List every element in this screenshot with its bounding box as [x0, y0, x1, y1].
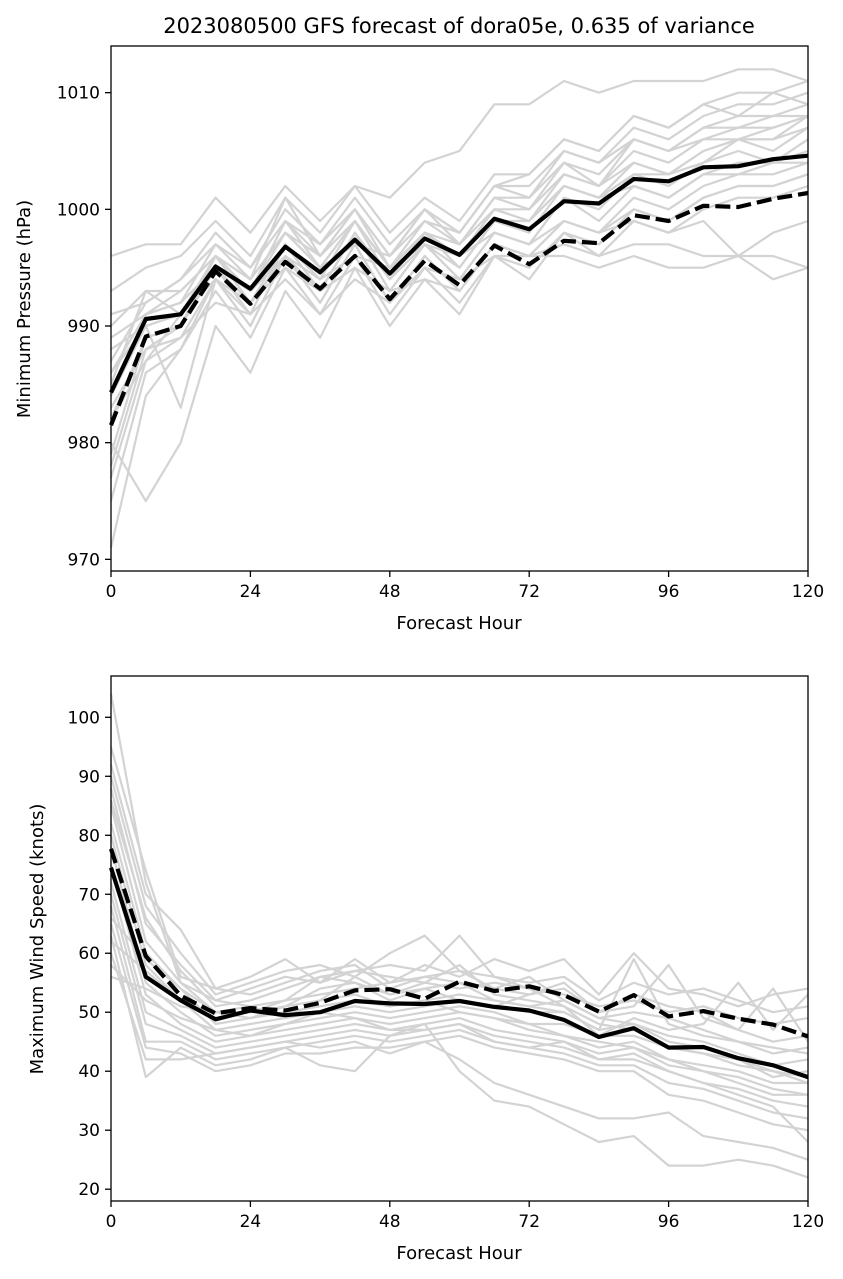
pressure-x-tick-label: 96 — [658, 582, 680, 602]
wind-x-tick-label: 24 — [240, 1212, 262, 1232]
pressure-ensemble-member-line-7 — [109, 173, 809, 548]
pressure-ensemble-member-line-11 — [110, 68, 809, 258]
pressure-ensemble-member-line-15 — [110, 243, 809, 351]
wind-y-tick-label: 20 — [78, 1180, 100, 1200]
wind-ensemble-member-line-18 — [109, 799, 809, 1079]
pressure-x-tick-label: 0 — [106, 582, 117, 602]
wind-x-tick-label: 0 — [106, 1212, 117, 1232]
wind-y-tick-label: 70 — [78, 885, 100, 905]
wind-x-ticks: 0 24 48 72 96 120 — [106, 1201, 824, 1232]
pressure-y-tick-label: 1010 — [57, 84, 100, 104]
wind-ensemble-member-line-14 — [109, 952, 809, 1161]
pressure-ensemble-member-line-3 — [110, 126, 809, 327]
pressure-ensemble-member-line-10 — [110, 115, 809, 409]
pressure-ensemble-lines — [109, 68, 809, 548]
wind-y-tick-label: 80 — [78, 826, 100, 846]
pressure-dashed-line — [109, 190, 809, 426]
wind-y-axis-label: Maximum Wind Speed (knots) — [27, 804, 48, 1075]
pressure-panel: 2023080500 GFS forecast of dora05e, 0.63… — [14, 14, 824, 634]
pressure-y-tick-label: 1000 — [57, 200, 100, 220]
wind-x-tick-label: 120 — [792, 1212, 824, 1232]
pressure-x-tick-label: 72 — [518, 582, 540, 602]
wind-ensemble-member-line-8 — [109, 864, 808, 1085]
wind-panel: 0 24 48 72 96 120 20 30 40 50 60 70 80 90 100 Forecas… — [27, 675, 824, 1264]
pressure-ensemble-member-line-17 — [110, 114, 808, 316]
wind-y-tick-label: 40 — [78, 1062, 100, 1082]
wind-y-ticks: 20 30 40 50 60 70 80 90 100 — [68, 708, 111, 1200]
wind-main-lines — [108, 848, 809, 1080]
pressure-ensemble-member-line-20 — [110, 114, 809, 374]
pressure-y-axis-label: Minimum Pressure (hPa) — [14, 200, 35, 418]
wind-ensemble-member-line-3 — [109, 787, 809, 1026]
wind-solid-line — [108, 867, 809, 1080]
wind-y-tick-label: 100 — [68, 708, 100, 728]
wind-ensemble-lines — [109, 693, 809, 1179]
pressure-x-tick-label: 24 — [240, 582, 262, 602]
pressure-x-axis-label: Forecast Hour — [396, 613, 522, 634]
wind-ensemble-member-line-17 — [109, 776, 809, 1085]
chart-title: 2023080500 GFS forecast of dora05e, 0.63… — [163, 14, 755, 38]
pressure-y-tick-label: 990 — [68, 317, 100, 337]
wind-dashed-line — [109, 848, 809, 1039]
wind-ensemble-member-line-16 — [110, 975, 809, 1096]
wind-plot-frame — [110, 675, 809, 1202]
pressure-main-lines — [109, 153, 809, 426]
wind-x-tick-label: 96 — [658, 1212, 680, 1232]
pressure-y-tick-label: 970 — [68, 550, 100, 570]
pressure-ensemble-member-line-21 — [110, 173, 809, 420]
wind-y-tick-label: 50 — [78, 1003, 100, 1023]
wind-ensemble-member-line-9 — [109, 882, 808, 1096]
wind-ensemble-member-line-2 — [109, 764, 809, 1014]
pressure-y-tick-label: 980 — [68, 434, 100, 454]
pressure-y-ticks: 970 980 990 1000 1010 — [57, 84, 111, 570]
pressure-plot-frame — [110, 45, 809, 572]
wind-y-tick-label: 60 — [78, 944, 100, 964]
wind-ensemble-member-line-11 — [109, 905, 809, 1120]
wind-x-axis-label: Forecast Hour — [396, 1243, 522, 1264]
pressure-ensemble-member-line-5 — [110, 91, 809, 362]
wind-x-tick-label: 48 — [379, 1212, 401, 1232]
pressure-ensemble-member-line-4 — [109, 161, 809, 502]
wind-ensemble-member-line-13 — [109, 935, 809, 1179]
pressure-x-tick-label: 120 — [792, 582, 824, 602]
wind-ensemble-member-line-15 — [110, 964, 809, 1143]
pressure-ensemble-member-line-9 — [110, 184, 809, 503]
wind-ensemble-member-line-12 — [109, 923, 809, 1132]
pressure-ensemble-member-line-12 — [109, 91, 809, 385]
pressure-solid-line — [109, 153, 809, 394]
wind-y-tick-label: 30 — [78, 1121, 100, 1141]
wind-ensemble-member-line-1 — [109, 693, 809, 1008]
pressure-x-ticks: 0 24 48 72 96 120 — [106, 571, 824, 602]
pressure-x-tick-label: 48 — [379, 582, 401, 602]
wind-ensemble-member-line-21 — [109, 746, 809, 1037]
wind-y-tick-label: 90 — [78, 767, 100, 787]
wind-x-tick-label: 72 — [518, 1212, 540, 1232]
